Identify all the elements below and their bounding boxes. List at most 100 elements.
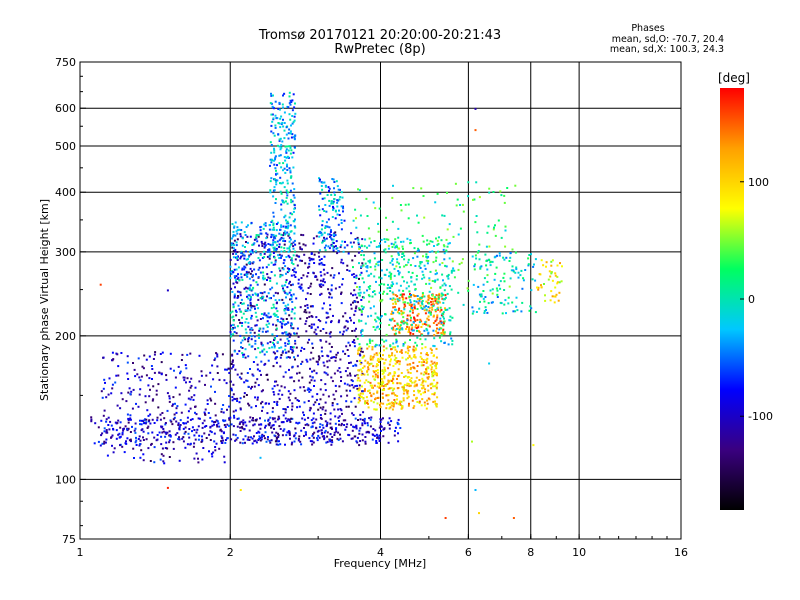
data-point [486, 311, 489, 314]
data-point [240, 420, 243, 423]
data-point [168, 397, 171, 400]
data-point [104, 441, 107, 444]
data-point [275, 247, 278, 250]
data-point [517, 271, 520, 274]
data-point [297, 379, 300, 382]
data-point [382, 290, 385, 293]
data-point [193, 434, 196, 437]
data-point [115, 374, 118, 377]
data-point [291, 300, 294, 303]
data-point [554, 286, 557, 289]
data-point [382, 435, 385, 438]
data-point [507, 296, 510, 299]
data-point [246, 372, 249, 374]
data-point [249, 304, 252, 307]
data-point [287, 270, 290, 272]
data-point [374, 318, 377, 321]
data-point [432, 261, 435, 264]
data-point [248, 286, 251, 289]
data-point [142, 436, 144, 439]
data-point [103, 427, 106, 430]
data-point [314, 401, 317, 404]
data-point [407, 271, 410, 274]
data-point [418, 299, 421, 302]
data-point [357, 398, 360, 401]
data-point [139, 439, 142, 442]
data-point [361, 277, 364, 280]
data-point [363, 354, 366, 357]
data-point [121, 398, 124, 401]
data-point [282, 125, 285, 128]
data-point [131, 407, 134, 410]
data-point [426, 243, 428, 246]
data-point [272, 263, 275, 266]
y-tick-label: 300 [55, 246, 76, 259]
data-point [373, 290, 376, 293]
data-point [357, 292, 360, 295]
data-point [300, 349, 302, 352]
data-point [435, 318, 438, 321]
data-point [161, 431, 164, 434]
data-point [333, 434, 336, 436]
data-point [222, 411, 225, 414]
data-point [242, 356, 245, 358]
data-point [409, 295, 412, 298]
data-point [105, 429, 108, 431]
data-point [515, 305, 518, 308]
data-point [417, 326, 420, 329]
data-point [206, 399, 209, 402]
data-point [396, 345, 399, 348]
data-point [450, 288, 453, 291]
data-point [244, 356, 247, 359]
data-point [413, 394, 416, 397]
data-point [281, 351, 284, 354]
data-point [275, 234, 278, 237]
data-point [435, 323, 438, 326]
data-point [430, 300, 432, 303]
data-point [273, 163, 276, 166]
data-point [502, 276, 505, 279]
data-point [320, 350, 323, 353]
data-point [123, 451, 126, 454]
data-point [134, 431, 137, 434]
data-point [436, 307, 439, 310]
data-point [105, 431, 108, 434]
data-point [418, 321, 421, 324]
data-point [293, 232, 296, 235]
data-point [263, 313, 266, 316]
data-point [503, 201, 506, 204]
data-point [200, 440, 203, 443]
data-point [277, 133, 280, 136]
data-point [286, 179, 289, 182]
data-point [332, 200, 335, 203]
data-point [336, 437, 339, 440]
data-point [358, 320, 361, 323]
data-point [172, 403, 174, 406]
data-point [413, 405, 416, 408]
data-point [257, 293, 259, 296]
data-point [247, 436, 250, 439]
data-point [248, 404, 251, 407]
data-point [378, 361, 380, 363]
data-point [282, 289, 285, 292]
data-point [420, 326, 423, 328]
data-point [354, 254, 357, 257]
data-point [303, 434, 305, 437]
data-point [424, 338, 427, 341]
data-point [390, 318, 393, 321]
data-point [394, 308, 397, 311]
data-point [398, 312, 401, 315]
data-point [396, 350, 398, 353]
data-point [169, 434, 172, 437]
data-point [237, 273, 239, 276]
data-point [336, 213, 339, 216]
data-point [245, 394, 248, 396]
data-point [361, 350, 364, 353]
data-point [351, 429, 354, 432]
data-point [331, 402, 334, 404]
data-point [534, 279, 537, 282]
data-point [236, 417, 239, 420]
data-point [289, 376, 292, 379]
data-point [269, 189, 272, 192]
data-point [439, 320, 442, 323]
